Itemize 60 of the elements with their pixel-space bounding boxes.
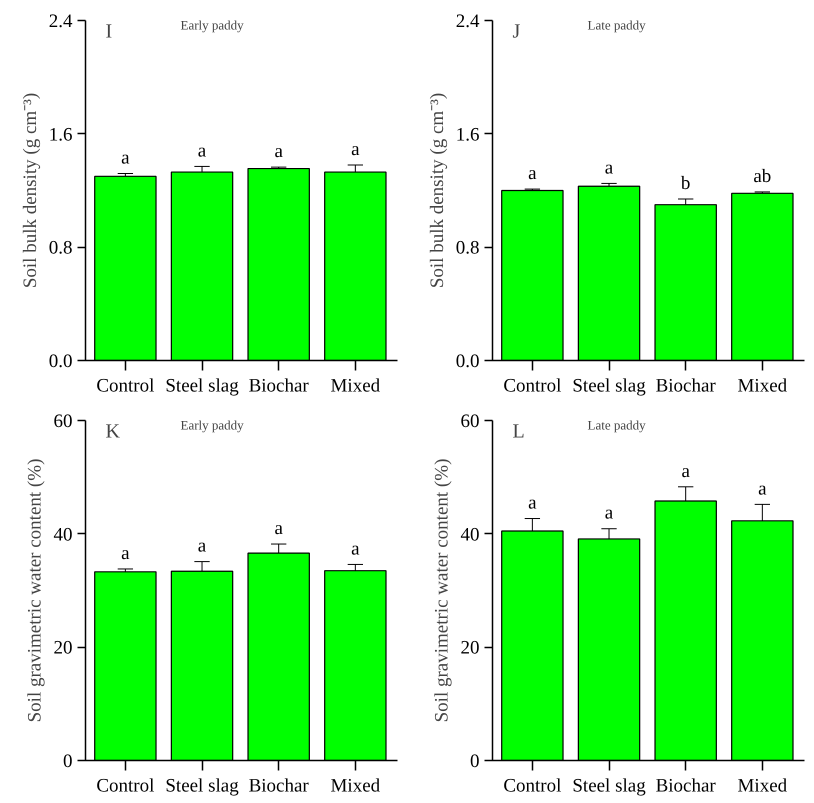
x-tick-label: Control — [503, 776, 562, 796]
y-axis-title: Soil bulk density (g cm⁻³) — [426, 92, 448, 288]
y-tick-label: 20 — [54, 638, 72, 659]
chart-subtitle: Early paddy — [180, 418, 244, 432]
x-tick-label: Steel slag — [165, 776, 240, 796]
x-tick-label: Biochar — [656, 376, 716, 396]
annotation: a — [351, 538, 360, 560]
y-tick-label: 1.6 — [48, 124, 72, 146]
annotation: a — [528, 163, 538, 184]
x-tick-label: Control — [96, 376, 154, 396]
y-tick-label: 0.8 — [456, 238, 480, 259]
x-tick-label: Biochar — [248, 776, 310, 796]
y-tick-label: 2.4 — [456, 11, 480, 32]
y-axis-title: Soil bulk density (g cm⁻³) — [20, 92, 41, 288]
annotation: a — [121, 148, 130, 168]
x-tick-label: Mixed — [330, 376, 381, 396]
x-tick-label: Steel slag — [572, 376, 646, 396]
x-tick-label: Steel slag — [165, 376, 240, 396]
x-tick-label: Biochar — [656, 776, 716, 796]
y-tick-label: 20 — [460, 638, 480, 659]
y-tick-label: 0 — [470, 751, 480, 772]
annotation: a — [198, 536, 207, 557]
annotation: a — [121, 542, 130, 564]
x-tick-label: Mixed — [738, 376, 788, 396]
chart-title: J — [512, 20, 520, 42]
y-tick-label: 40 — [460, 524, 480, 546]
chart-title: I — [106, 20, 112, 42]
x-tick-label: Control — [96, 776, 154, 796]
chart-subtitle: Late paddy — [588, 18, 646, 32]
annotation: a — [274, 141, 284, 162]
annotation: ab — [753, 166, 772, 187]
y-tick-label: 60 — [54, 411, 72, 432]
chart-subtitle: Late paddy — [588, 418, 646, 432]
x-tick-label: Biochar — [248, 376, 310, 396]
y-tick-label: 0.0 — [456, 351, 480, 372]
y-tick-label: 0.0 — [48, 351, 72, 372]
chart-title: L — [512, 420, 525, 442]
y-tick-label: 0 — [63, 751, 72, 772]
annotation: a — [604, 502, 614, 524]
annotation: a — [528, 492, 538, 514]
y-tick-label: 60 — [460, 411, 480, 432]
y-axis-title: Soil gravimetric water content (%) — [24, 458, 46, 722]
annotation: a — [351, 139, 360, 160]
chart-title: K — [106, 420, 120, 442]
annotation: a — [681, 460, 690, 482]
annotation: a — [758, 478, 768, 500]
annotation: a — [604, 157, 614, 178]
annotation: b — [680, 173, 690, 194]
x-tick-label: Mixed — [738, 776, 788, 796]
x-tick-label: Mixed — [330, 776, 381, 796]
y-tick-label: 40 — [54, 524, 72, 546]
chart-subtitle: Early paddy — [180, 18, 244, 32]
y-axis-title: Soil gravimetric water content (%) — [432, 458, 452, 722]
y-tick-label: 1.6 — [456, 124, 480, 146]
x-tick-label: Steel slag — [572, 776, 646, 796]
y-tick-label: 0.8 — [48, 238, 72, 259]
x-tick-label: Control — [503, 376, 562, 396]
annotation: a — [274, 518, 284, 540]
y-tick-label: 2.4 — [48, 11, 73, 32]
annotation: a — [198, 140, 207, 162]
